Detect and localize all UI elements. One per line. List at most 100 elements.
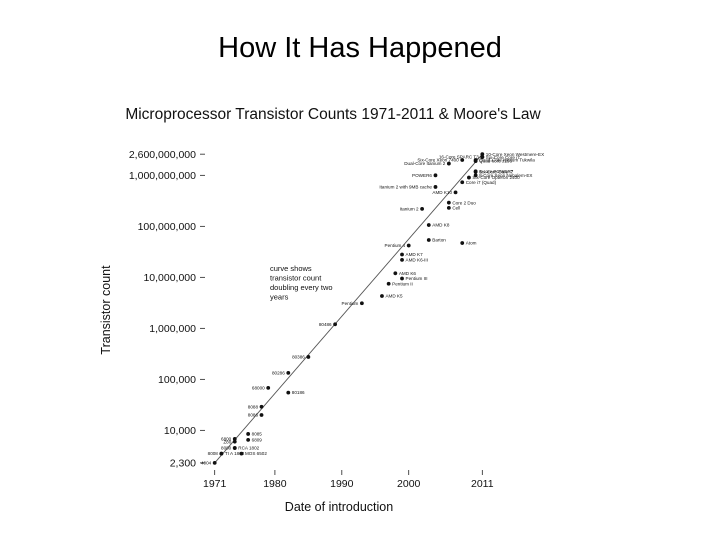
data-point [400,252,404,257]
data-point [480,154,485,159]
point-label: Core i7 (Quad) [466,180,497,185]
point-label: 80186 [292,390,305,395]
point-label: 8-core POWER7 [479,169,514,174]
point-label: POWER6 [412,173,432,178]
point-label: 4004 [201,461,212,466]
point-label: 80486 [319,322,332,327]
point-label: RCA 1802 [238,446,259,451]
point-label: Pentium II [392,281,413,286]
point-label: Itanium 2 with 9MB cache [379,185,432,190]
point-label: Quad-core z196 [479,159,512,164]
point-label: 8086 [248,413,259,418]
data-point [433,185,438,189]
annotation-text: curve shows transistor count doubling ever… [270,264,333,302]
x-tick-label: 1980 [263,478,287,490]
point-label: 8085 [252,432,263,437]
x-tick-label: 2011 [471,478,494,490]
point-label: Pentium 4 [385,243,406,248]
point-label: 8088 [248,404,259,409]
data-point [426,238,431,242]
data-point [286,390,291,395]
data-point [232,439,237,444]
x-axis-label: Date of introduction [285,500,393,514]
point-label: 8080 [221,446,232,451]
data-point [446,205,451,210]
point-label: Itanium 2 [400,206,419,211]
point-label: Core 2 Duo [452,200,476,205]
point-label: 10-Core Xeon Westmere-EX [486,152,544,157]
point-label: AMD K6 [399,271,417,276]
axes: 2,300 10,000 100,000 1,000,000 10,000,000 100… [129,149,494,490]
data-point [246,437,251,442]
data-point [219,451,224,456]
point-label: Z80 [223,439,231,444]
point-label: 16-Core SPARC T3 [439,154,479,159]
slide-title: How It Has Happened [218,32,502,64]
point-label: TI A 1802 [225,451,245,456]
data-point [386,281,391,286]
point-label: Six-Core Opteron 2400 [472,175,520,180]
y-tick-label: 1,000,000 [149,323,196,335]
point-label: 6800 [221,436,232,441]
point-label: Atom [466,241,477,246]
point-label: Quad-Core Itanium Tukwila [479,158,535,163]
point-label: Pentium III [406,276,428,281]
data-point [467,175,471,180]
x-tick-label: 1971 [203,478,227,490]
annotation: curve shows transistor count doubling ever… [270,264,333,302]
point-label: AMD K7 [406,252,424,257]
data-point [473,173,478,178]
y-axis-label: Transistor count [99,265,113,355]
data-point [286,370,291,375]
y-tick-label: 10,000,000 [143,272,196,284]
data-point [393,271,398,276]
data-point [433,173,438,178]
point-label: 80386 [292,355,305,360]
data-point [460,241,465,245]
data-point [473,159,478,164]
y-tick-label: 2,600,000,000 [129,149,196,161]
data-point [406,243,411,248]
chart-title: Microprocessor Transistor Counts 1971-20… [125,106,541,123]
point-label: AMD K8 [432,223,450,228]
data-point [212,461,217,465]
point-label: Six-Core Xeon 7400 [417,158,459,163]
trend-line-group [214,153,483,464]
data-point [446,200,451,205]
data-point [232,446,237,450]
point-label: Barton [432,238,446,243]
x-tick-label: 2000 [397,478,421,490]
data-point [359,301,364,306]
data-point [259,413,264,417]
data-point [473,169,478,174]
data-point [400,257,404,262]
data-point [246,432,251,436]
point-label: AMD K10 [432,190,452,195]
y-tick-label: 100,000 [158,374,196,386]
data-point [232,436,237,441]
data-point [480,152,485,157]
data-point [333,322,338,327]
data-point [259,404,264,409]
y-tick-label: 10,000 [164,425,196,437]
point-label: Dual-Core Itanium 2 [404,161,446,166]
point-label: 6809 [252,437,263,442]
data-point [453,190,458,195]
x-tick-label: 1990 [330,478,354,490]
point-label: Cell [452,205,460,210]
y-tick-label: 100,000,000 [138,221,197,233]
data-point [460,180,465,185]
data-point [426,223,431,227]
point-label: Pentium [342,301,359,306]
point-label: 8008 [208,451,219,456]
data-point [446,161,451,166]
point-label: Six-Core Core i7 [479,169,513,174]
point-label: MOS 6502 [245,451,267,456]
y-tick-label: 1,000,000,000 [129,170,196,182]
data-point [460,158,465,162]
point-label: AMD K5 [385,294,403,299]
point-label: 8-Core Xeon Nehalem-EX [479,173,532,178]
data-point [400,276,404,281]
point-label: Six-Core Core i7 [486,155,520,160]
